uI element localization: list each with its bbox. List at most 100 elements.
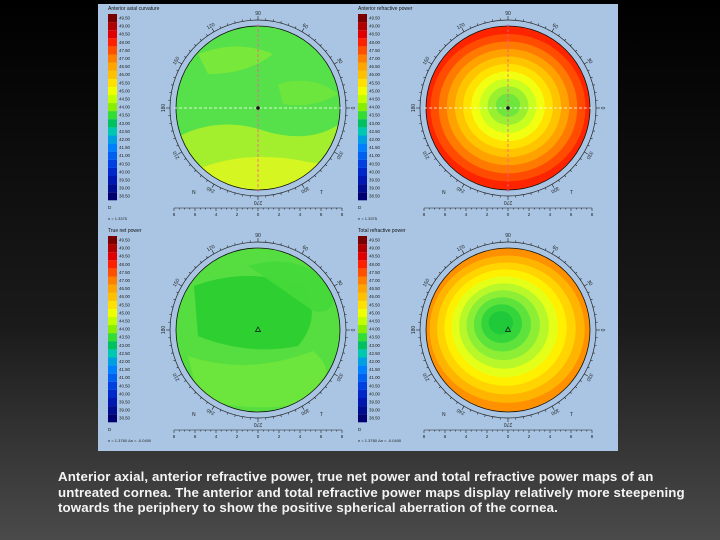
angle-label: 240 (206, 185, 216, 194)
scale-value: 47.50 (369, 48, 381, 53)
scale-swatch (108, 135, 117, 144)
scale-swatch (108, 176, 117, 185)
angle-label: 120 (206, 22, 216, 31)
scale-swatch (358, 103, 367, 112)
ruler-label: 2 (278, 434, 281, 439)
angle-label: 60 (301, 245, 309, 253)
angle-label: 240 (206, 407, 216, 416)
ruler-label: 8 (591, 434, 594, 439)
scale-value: 49.50 (119, 238, 131, 243)
scale-swatch (358, 46, 367, 55)
ruler-label: 8 (341, 434, 344, 439)
scale-value: 41.50 (369, 145, 381, 150)
nasal-label: N (192, 412, 196, 418)
scale-swatch (358, 127, 367, 136)
scale-swatch (358, 398, 367, 407)
ruler-label: 8 (173, 434, 176, 439)
scale-value: 40.50 (119, 161, 131, 166)
ruler-label: 6 (444, 212, 447, 217)
ruler-label: 2 (236, 212, 239, 217)
scale-value: 44.50 (369, 97, 381, 102)
scale-value: 40.50 (369, 161, 381, 166)
scale-value: 49.50 (119, 16, 131, 21)
scale-value: 41.50 (369, 367, 381, 372)
angle-label: 300 (300, 407, 310, 416)
panel-footnote: n = 1.3375 (358, 216, 378, 221)
scale-value: 45.50 (119, 302, 131, 307)
scale-swatch (358, 159, 367, 168)
angle-label: 150 (172, 278, 181, 288)
angle-label: 210 (172, 372, 181, 382)
panel-anterior-refractive-power: Anterior refractive power n = 1.3375 49.… (348, 4, 605, 225)
scale-swatch (358, 260, 367, 269)
scale-swatch (358, 111, 367, 120)
ruler-label: 0 (257, 434, 260, 439)
scale-value: 47.50 (119, 270, 131, 275)
ruler-label: 6 (444, 434, 447, 439)
scale-swatch (358, 62, 367, 71)
scale-value: 43.00 (369, 121, 381, 126)
scale-swatch (108, 373, 117, 382)
panel-total-refractive-power: Total refractive power n = 1.3760 Δn = -… (348, 226, 605, 447)
panel-true-net-power: True net power n = 1.3760 Δn = -0.0400 4… (98, 226, 355, 447)
panel-title: Total refractive power (358, 228, 406, 234)
angle-label: 270 (504, 421, 513, 427)
scale-swatch (358, 268, 367, 277)
ruler-label: 4 (215, 434, 218, 439)
angle-label: 120 (456, 22, 466, 31)
scale-swatch (358, 119, 367, 128)
ruler-label: 4 (299, 434, 302, 439)
scale-value: 39.00 (369, 186, 381, 191)
scale-swatch (108, 398, 117, 407)
scale-value: 45.00 (119, 88, 131, 93)
scale-swatch (108, 389, 117, 398)
power-map (426, 248, 590, 412)
scale-value: 41.50 (119, 367, 131, 372)
ruler-label: 6 (320, 212, 323, 217)
scale-swatch (108, 46, 117, 55)
scale-swatch (358, 276, 367, 285)
scale-value: 46.00 (369, 294, 381, 299)
scale-value: 38.50 (119, 194, 131, 199)
ruler-label: 2 (486, 434, 489, 439)
scale-value: 42.00 (119, 359, 131, 364)
mm-ruler: 8 6 4 2 0 2 4 6 8 (423, 207, 594, 217)
panel-footnote: n = 1.3760 Δn = -0.0400 (108, 438, 152, 443)
scale-swatch (108, 284, 117, 293)
scale-swatch (358, 151, 367, 160)
scale-swatch (108, 260, 117, 269)
scale-value: 42.00 (369, 137, 381, 142)
angle-label: 270 (504, 199, 513, 205)
scale-swatch (358, 167, 367, 176)
scale-swatch (108, 244, 117, 253)
scale-value: 43.50 (119, 335, 131, 340)
topography-map: 49.50 49.00 48.50 48.00 47.50 47.00 46.50 46.00… (358, 233, 605, 439)
topography-map: 49.50 49.00 48.50 48.00 47.50 47.00 46.50 46.00… (358, 11, 605, 217)
scale-value: 38.50 (369, 416, 381, 421)
temporal-label: T (320, 190, 323, 196)
scale-value: 47.50 (119, 48, 131, 53)
scale-value: 41.00 (119, 153, 131, 158)
scale-swatch (358, 317, 367, 326)
scale-swatch (108, 62, 117, 71)
angle-label: 210 (422, 372, 431, 382)
angle-label: 30 (585, 57, 593, 65)
scale-value: 41.50 (119, 145, 131, 150)
scale-swatch (108, 54, 117, 63)
scale-swatch (108, 184, 117, 193)
scale-value: 46.50 (119, 286, 131, 291)
scale-value: 46.00 (119, 294, 131, 299)
angle-label: 30 (335, 279, 343, 287)
center-marker (504, 326, 512, 332)
angle-label: 120 (456, 244, 466, 253)
scale-swatch (358, 14, 367, 23)
scale-swatch (108, 276, 117, 285)
scale-value: 44.00 (119, 327, 131, 332)
scale-value: 49.00 (119, 24, 131, 29)
scale-swatch (108, 22, 117, 31)
scale-swatch (108, 119, 117, 128)
scale-swatch (108, 317, 117, 326)
scale-value: 42.00 (119, 137, 131, 142)
scale-swatch (358, 143, 367, 152)
scale-value: 39.50 (119, 400, 131, 405)
